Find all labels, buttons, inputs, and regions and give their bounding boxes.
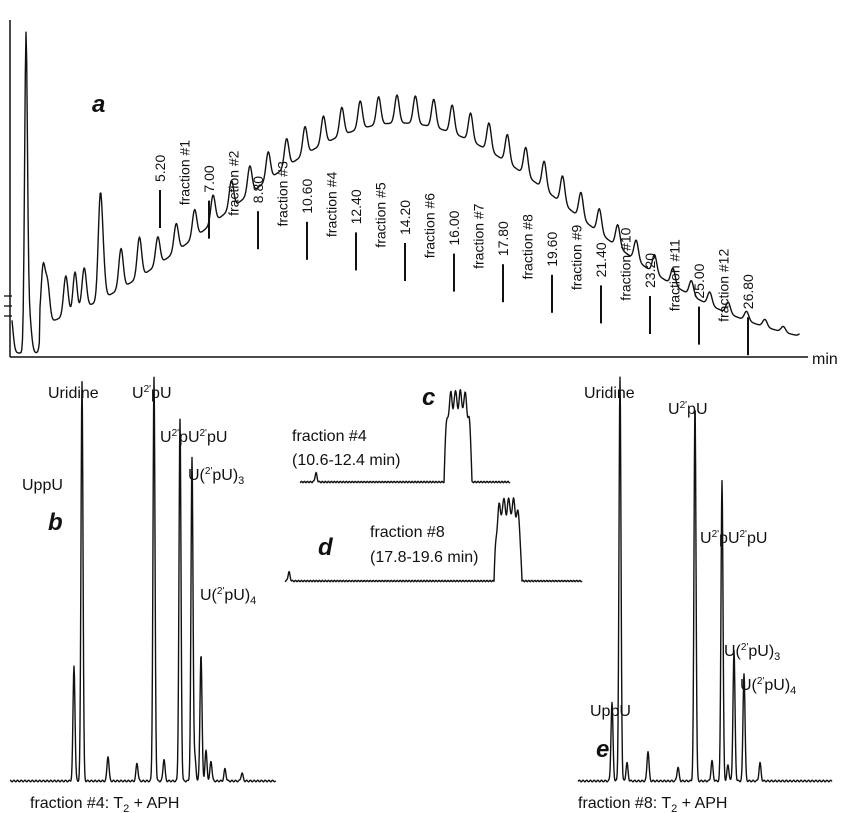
fraction-label: fraction #8 [520, 214, 536, 280]
panel-e-trace [577, 376, 833, 783]
peak-label-u2pu2pu-e: U2'pU2'pU [700, 529, 767, 547]
fraction-label: fraction #12 [716, 249, 732, 322]
fraction-label: fraction #11 [667, 239, 683, 311]
fraction-boundary-time: 17.80 [495, 221, 511, 256]
fraction-label: fraction #3 [275, 161, 291, 227]
fraction-label: fraction #4 [324, 172, 340, 238]
panel-c-trace [299, 389, 511, 484]
panel-b-trace [9, 376, 277, 783]
panel-c-range: (10.6-12.4 min) [292, 452, 401, 469]
peak-label-u2pu3: U(2'pU)3 [188, 466, 244, 487]
peak-label-u2pu4-e: U(2'pU)4 [740, 676, 796, 697]
peak-label-uridine: Uridine [48, 385, 99, 402]
fraction-boundary-time: 23.20 [642, 253, 658, 288]
fraction-boundary-time: 7.00 [201, 165, 217, 192]
fraction-boundary-time: 26.80 [740, 274, 756, 309]
fraction-boundary-time: 21.40 [593, 242, 609, 277]
panel-c-letter: c [422, 384, 435, 411]
fraction-label: fraction #2 [226, 150, 242, 216]
fraction-boundary-time: 8.80 [250, 176, 266, 203]
peak-label-uridine-e: Uridine [584, 385, 635, 402]
panel-e-letter: e [596, 736, 609, 763]
panel-b: b UppU Uridine U2'pU U2'pU2'pU U(2'pU)3 … [9, 376, 277, 813]
fraction-boundary-time: 10.60 [299, 179, 315, 214]
panel-d-trace [284, 497, 583, 583]
panel-b-caption: fraction #4: T2 + APH [30, 795, 179, 813]
fraction-label: fraction #1 [177, 140, 193, 206]
panel-d: d fraction #8 (17.8-19.6 min) [284, 497, 583, 583]
fraction-boundary-time: 25.00 [691, 263, 707, 298]
panel-a-fraction-markers: 5.20 fraction #1 7.00 fraction #2 8.80 fracti… [152, 140, 756, 356]
fraction-boundary-time: 14.20 [397, 200, 413, 235]
fraction-boundary-time: 16.00 [446, 210, 462, 245]
fraction-label: fraction #9 [569, 225, 585, 291]
panel-c-label: fraction #4 [292, 428, 367, 445]
panel-a-x-unit: min [812, 351, 838, 368]
fraction-boundary-time: 12.40 [348, 189, 364, 224]
fraction-boundary-time: 19.60 [544, 232, 560, 267]
panel-e: e UppU Uridine U2'pU U2'pU2'pU U(2'pU)3 … [577, 376, 833, 813]
panel-d-letter: d [318, 534, 334, 561]
fraction-label: fraction #7 [471, 203, 487, 269]
fraction-label: fraction #5 [373, 182, 389, 248]
panel-d-label: fraction #8 [370, 524, 445, 541]
peak-label-u2pu4: U(2'pU)4 [200, 586, 256, 607]
panel-d-range: (17.8-19.6 min) [370, 549, 479, 566]
panel-a-trace [11, 31, 800, 354]
panel-e-caption: fraction #8: T2 + APH [578, 795, 727, 813]
fraction-label: fraction #6 [422, 193, 438, 259]
panel-b-letter: b [48, 509, 63, 536]
peak-label-u2pu2pu: U2'pU2'pU [160, 428, 227, 446]
fraction-label: fraction #10 [618, 227, 634, 300]
peak-label-uppu: UppU [22, 477, 63, 494]
panel-a-letter: a [92, 91, 105, 118]
peak-label-u2pu-e: U2'pU [668, 400, 708, 418]
peak-label-uppu-e: UppU [590, 703, 631, 720]
peak-label-u2pu: U2'pU [132, 384, 172, 402]
fraction-boundary-time: 5.20 [152, 155, 168, 182]
panel-a: min a 5.20 fraction #1 7.00 fraction #2 8.80… [4, 20, 838, 368]
panel-c: c fraction #4 (10.6-12.4 min) [292, 384, 511, 484]
peak-label-u2pu3-e: U(2'pU)3 [724, 642, 780, 663]
